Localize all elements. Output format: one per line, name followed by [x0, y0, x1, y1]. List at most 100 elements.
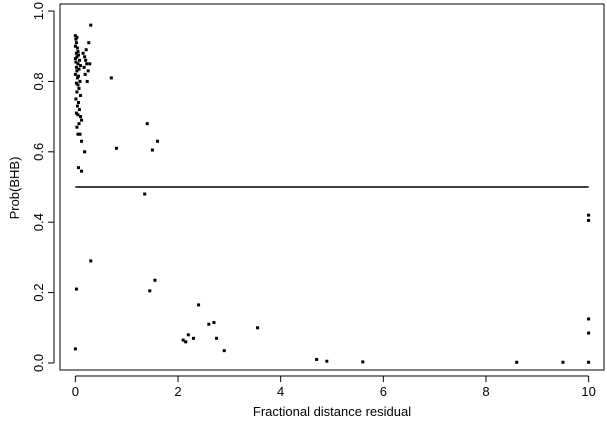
data-point — [76, 113, 80, 117]
data-point — [75, 46, 79, 50]
data-point — [89, 259, 93, 263]
data-point — [207, 322, 211, 326]
y-tick-label: 0.6 — [31, 143, 46, 161]
data-point — [156, 139, 160, 143]
data-point — [75, 90, 79, 94]
data-point — [84, 58, 88, 62]
data-point — [74, 111, 78, 115]
data-point — [74, 287, 78, 291]
data-point — [74, 51, 78, 55]
data-point — [78, 79, 82, 83]
data-point — [186, 333, 190, 337]
plot-frame — [59, 3, 605, 371]
data-point — [76, 83, 80, 87]
data-point — [73, 347, 77, 351]
data-point — [75, 35, 79, 39]
x-tick-label: 0 — [72, 384, 79, 399]
data-point — [587, 360, 591, 364]
x-tick-label: 4 — [277, 384, 284, 399]
data-point — [73, 44, 77, 48]
data-point — [256, 326, 260, 330]
data-point — [75, 125, 79, 129]
data-point — [83, 72, 87, 76]
data-point — [78, 132, 82, 136]
data-point — [78, 58, 82, 62]
data-point — [325, 359, 329, 363]
data-point — [80, 118, 84, 122]
data-point — [561, 360, 565, 364]
data-point — [80, 169, 84, 173]
data-point — [77, 86, 81, 90]
data-point — [76, 74, 80, 78]
data-point — [79, 94, 83, 97]
data-point — [73, 72, 77, 76]
data-point — [212, 320, 216, 324]
y-tick-label: 1.0 — [31, 2, 46, 20]
data-point — [148, 289, 152, 293]
x-tick-label: 8 — [482, 384, 489, 399]
data-point — [89, 23, 93, 27]
data-point — [73, 57, 77, 61]
data-point — [76, 53, 80, 57]
x-tick-label: 2 — [174, 384, 181, 399]
data-point — [74, 65, 78, 69]
data-point — [197, 303, 201, 307]
y-axis: 0.0 0.2 0.4 0.6 0.8 1.0 — [31, 2, 55, 372]
data-point — [515, 360, 519, 364]
data-point — [80, 139, 84, 143]
data-point — [184, 340, 188, 344]
data-point — [75, 76, 79, 80]
y-tick-label: 0.0 — [31, 354, 46, 372]
data-point — [75, 55, 79, 59]
data-point — [81, 51, 85, 55]
data-points — [73, 23, 591, 364]
data-point — [77, 67, 81, 71]
y-tick-label: 0.4 — [31, 213, 46, 231]
data-point — [76, 62, 80, 66]
data-point — [222, 349, 226, 353]
data-point — [109, 76, 113, 80]
data-point — [587, 331, 591, 335]
data-point — [587, 213, 591, 217]
data-point — [86, 69, 90, 73]
data-point — [79, 115, 83, 119]
data-point — [87, 41, 91, 45]
data-point — [76, 50, 80, 54]
data-point — [79, 64, 83, 68]
data-point — [85, 79, 89, 83]
data-point — [74, 81, 78, 85]
data-point — [587, 317, 591, 321]
data-point — [315, 357, 319, 361]
data-point — [76, 166, 80, 170]
x-axis-title: Fractional distance residual — [253, 404, 411, 419]
data-point — [85, 62, 89, 66]
data-point — [75, 104, 79, 108]
y-tick-label: 0.2 — [31, 284, 46, 302]
data-point — [587, 218, 591, 222]
data-point — [82, 65, 86, 69]
data-point — [74, 97, 78, 101]
y-axis-title: Prob(BHB) — [7, 157, 22, 220]
data-point — [145, 122, 149, 126]
data-point — [77, 122, 81, 126]
data-point — [76, 101, 80, 105]
data-point — [143, 192, 147, 196]
x-tick-label: 10 — [581, 384, 595, 399]
data-point — [361, 360, 365, 364]
data-point — [78, 108, 82, 112]
data-point — [75, 69, 79, 73]
data-point — [181, 338, 185, 342]
data-point — [83, 150, 87, 154]
data-point — [114, 146, 118, 150]
x-tick-label: 6 — [380, 384, 387, 399]
data-point — [215, 336, 219, 340]
data-point — [191, 336, 195, 340]
y-tick-label: 0.8 — [31, 72, 46, 90]
data-point — [88, 62, 92, 66]
data-point — [74, 37, 78, 41]
data-point — [74, 60, 78, 64]
data-point — [150, 148, 154, 152]
data-point — [76, 132, 80, 136]
